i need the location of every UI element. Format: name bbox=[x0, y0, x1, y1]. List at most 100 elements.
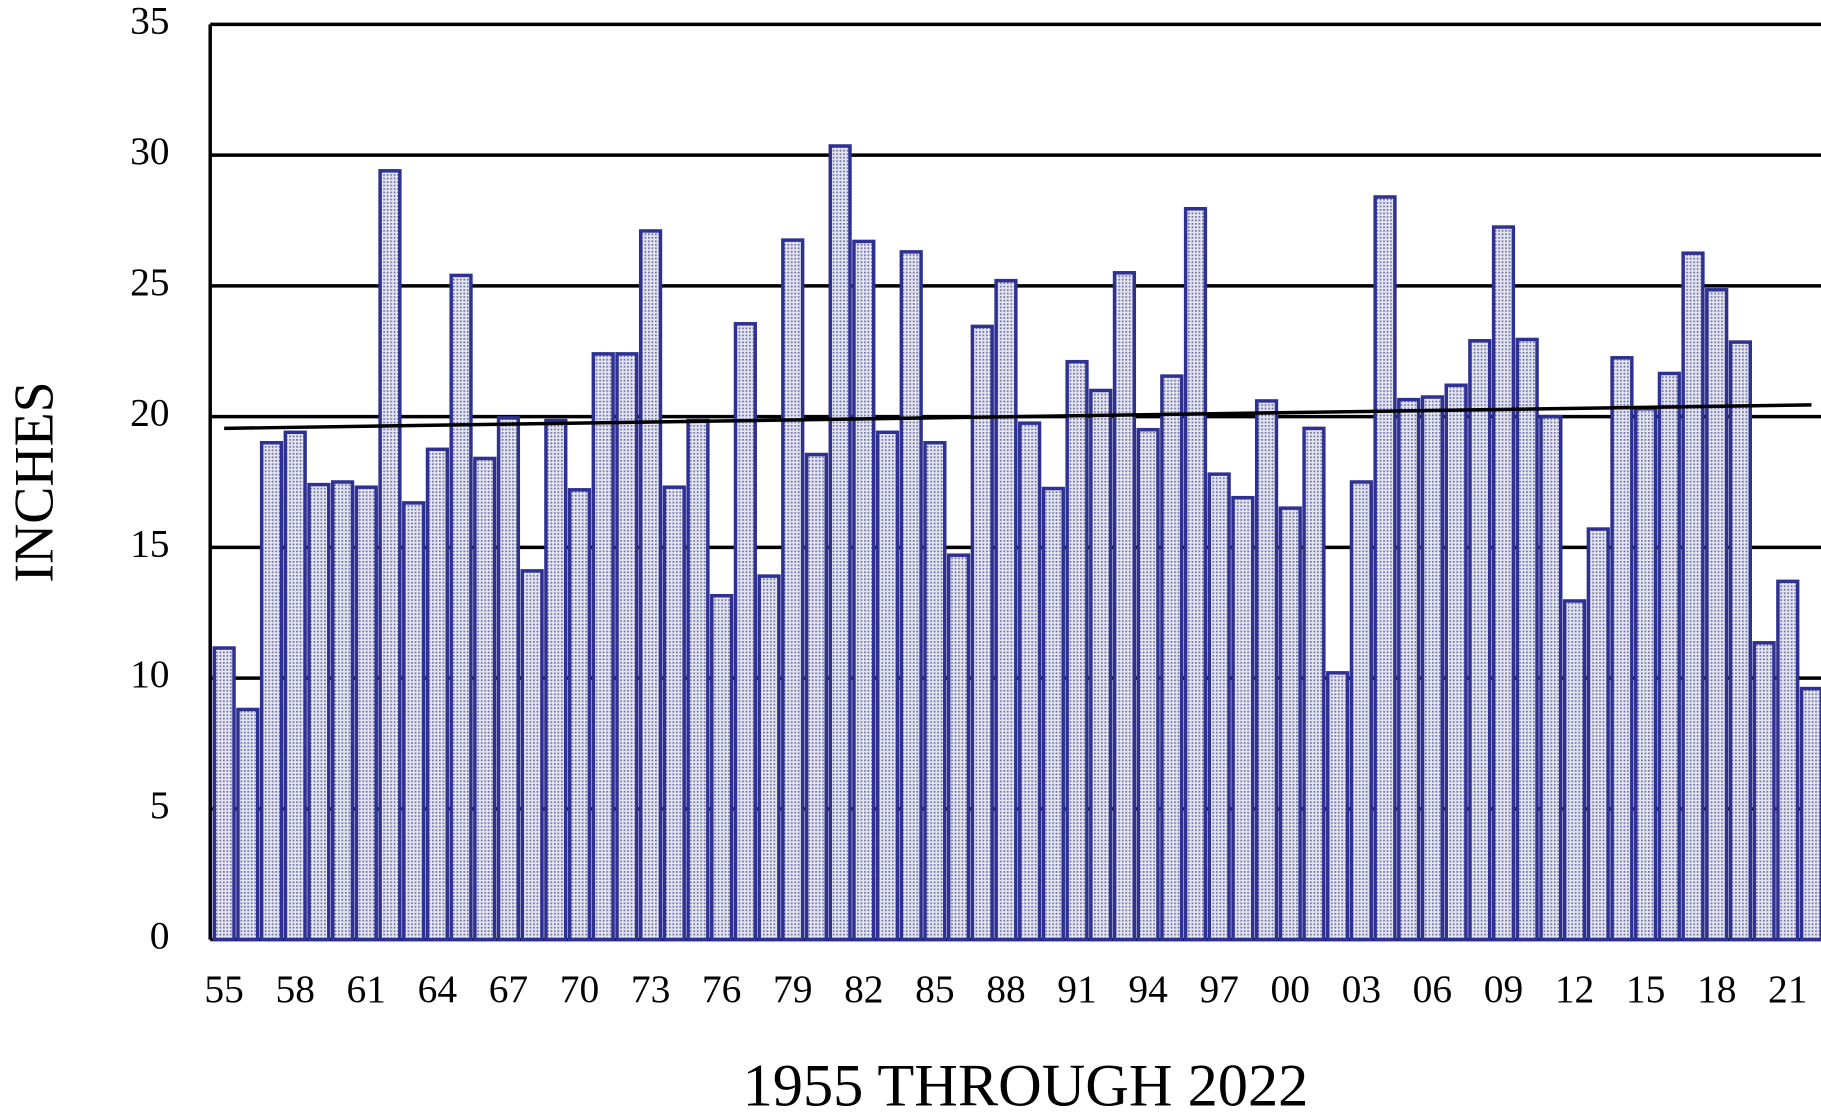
bar bbox=[259, 441, 284, 942]
bar bbox=[1610, 356, 1634, 942]
x-tick-label: 64 bbox=[418, 967, 458, 1011]
bar bbox=[1231, 495, 1255, 942]
x-axis-label: 1955 THROUGH 2022 bbox=[743, 1053, 1309, 1119]
bar bbox=[1018, 421, 1042, 942]
x-tick-label: 03 bbox=[1342, 967, 1381, 1011]
y-tick-label: 25 bbox=[130, 260, 169, 304]
bar bbox=[1444, 383, 1468, 942]
y-tick-label: 20 bbox=[130, 391, 169, 435]
bar bbox=[212, 646, 236, 942]
bar bbox=[1349, 480, 1373, 942]
x-tick-label: 09 bbox=[1484, 967, 1523, 1011]
y-tick-label: 30 bbox=[130, 129, 169, 173]
bar bbox=[1183, 206, 1208, 942]
bar bbox=[236, 707, 260, 942]
bar bbox=[686, 418, 710, 942]
bar bbox=[828, 144, 852, 942]
x-tick-label: 76 bbox=[702, 967, 741, 1011]
x-tick-label: 15 bbox=[1626, 967, 1665, 1011]
x-tick-label: 85 bbox=[915, 967, 954, 1011]
bar bbox=[970, 324, 994, 942]
bar bbox=[1728, 340, 1753, 942]
x-tick-label: 79 bbox=[773, 967, 812, 1011]
bar bbox=[1468, 339, 1492, 942]
bar bbox=[378, 169, 402, 942]
bar bbox=[544, 418, 568, 942]
bar bbox=[330, 480, 355, 942]
bar bbox=[804, 452, 829, 942]
bar bbox=[307, 482, 331, 942]
bar bbox=[662, 485, 686, 942]
bar bbox=[1254, 399, 1279, 942]
y-tick-label: 5 bbox=[150, 783, 170, 827]
bar bbox=[1302, 426, 1326, 942]
bar bbox=[1681, 251, 1705, 942]
bar bbox=[283, 430, 307, 942]
x-tick-label: 18 bbox=[1697, 967, 1736, 1011]
bar bbox=[1089, 388, 1113, 942]
x-tick-label: 61 bbox=[347, 967, 386, 1011]
bar bbox=[567, 488, 592, 942]
bar bbox=[1420, 395, 1445, 942]
bar bbox=[1373, 195, 1397, 942]
bar bbox=[1278, 506, 1302, 942]
bar bbox=[1657, 371, 1681, 942]
bar bbox=[449, 273, 473, 942]
bar bbox=[1586, 527, 1610, 942]
y-tick-label: 10 bbox=[130, 652, 169, 696]
bar bbox=[923, 441, 947, 942]
bar bbox=[425, 447, 449, 942]
bar bbox=[1634, 407, 1658, 942]
x-tick-label: 00 bbox=[1271, 967, 1310, 1011]
y-axis-label: INCHES bbox=[3, 381, 65, 582]
bar bbox=[1562, 599, 1587, 942]
bar bbox=[1491, 225, 1516, 942]
bar bbox=[638, 229, 663, 942]
x-tick-label: 88 bbox=[986, 967, 1025, 1011]
x-tick-label: 73 bbox=[631, 967, 670, 1011]
x-tick-label: 94 bbox=[1128, 967, 1168, 1011]
bar bbox=[733, 322, 757, 942]
bar bbox=[591, 352, 615, 942]
trendline bbox=[224, 403, 1812, 431]
bar bbox=[1515, 337, 1539, 942]
bar bbox=[615, 352, 639, 942]
bar bbox=[1776, 579, 1800, 942]
bar bbox=[1160, 374, 1184, 942]
bar bbox=[757, 574, 781, 942]
y-tick-label: 0 bbox=[150, 914, 170, 958]
bar bbox=[520, 569, 544, 942]
bar bbox=[946, 553, 971, 942]
bar bbox=[1207, 472, 1231, 942]
bar bbox=[994, 278, 1018, 942]
bar bbox=[1752, 641, 1776, 942]
bar bbox=[496, 416, 521, 942]
bar bbox=[354, 485, 378, 942]
bar bbox=[875, 430, 900, 942]
bar bbox=[402, 501, 426, 942]
x-tick-label: 12 bbox=[1555, 967, 1594, 1011]
x-tick-label: 58 bbox=[275, 967, 314, 1011]
x-tick-label: 82 bbox=[844, 967, 883, 1011]
bar bbox=[1326, 671, 1350, 942]
x-tick-label: 21 bbox=[1768, 967, 1807, 1011]
bar bbox=[1705, 288, 1729, 942]
bar bbox=[1112, 271, 1137, 942]
x-tick-label: 67 bbox=[489, 967, 528, 1011]
bar bbox=[899, 250, 923, 942]
bar bbox=[781, 238, 805, 942]
bar bbox=[1136, 427, 1160, 942]
bar bbox=[852, 239, 876, 942]
bar bbox=[473, 456, 497, 942]
bar bbox=[1539, 414, 1563, 942]
y-tick-label: 35 bbox=[130, 0, 169, 42]
x-tick-label: 70 bbox=[560, 967, 599, 1011]
bar bbox=[1065, 359, 1089, 942]
bar bbox=[710, 593, 734, 942]
x-tick-label: 55 bbox=[204, 967, 243, 1011]
x-tick-label: 06 bbox=[1413, 967, 1452, 1011]
bar bbox=[1397, 397, 1421, 942]
x-tick-label: 97 bbox=[1199, 967, 1238, 1011]
bar bbox=[1799, 686, 1821, 942]
